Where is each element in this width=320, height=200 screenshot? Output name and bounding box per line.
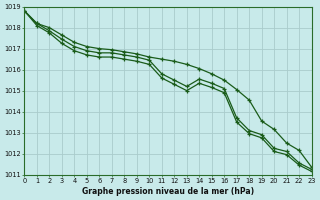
- X-axis label: Graphe pression niveau de la mer (hPa): Graphe pression niveau de la mer (hPa): [82, 187, 254, 196]
